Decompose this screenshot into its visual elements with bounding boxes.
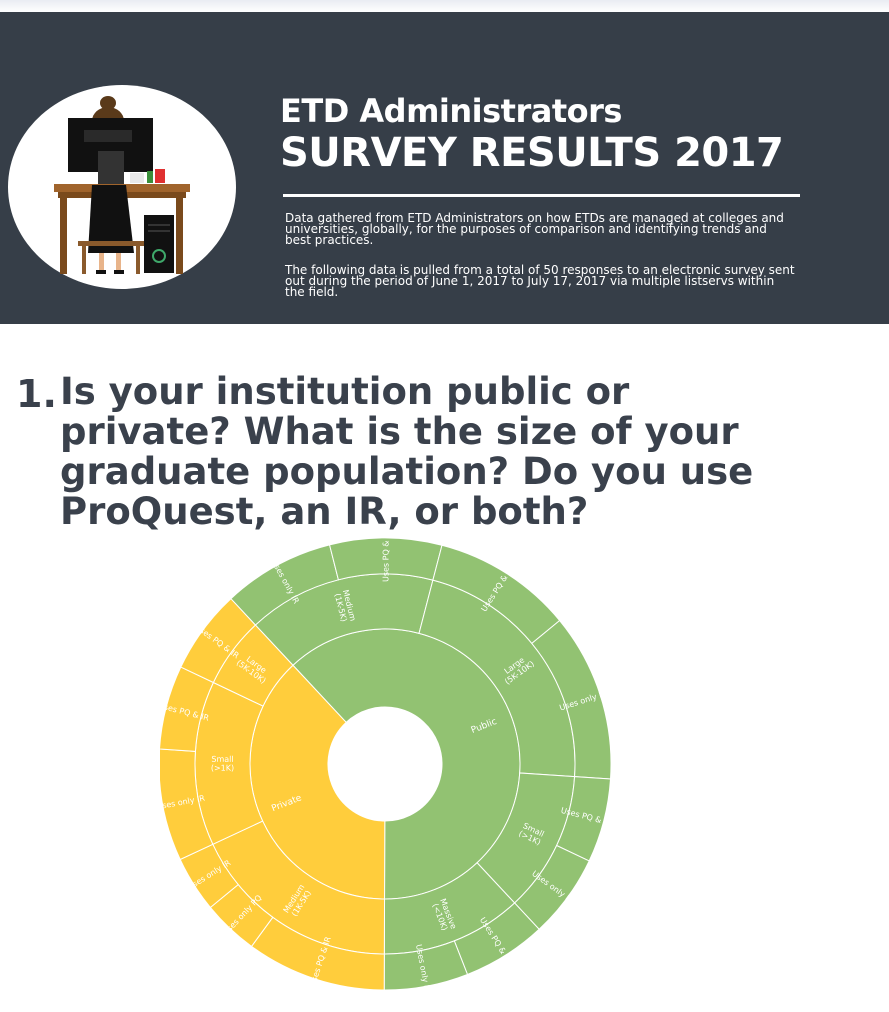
administrator-illustration bbox=[8, 85, 236, 289]
public-medium-1k-5k-uses-pq-ir-label: Uses PQ & IR bbox=[381, 536, 390, 582]
title-divider bbox=[283, 194, 800, 197]
question-number: 1. bbox=[16, 372, 57, 416]
private-small-1k-label: Small (>1K) bbox=[211, 755, 234, 773]
title-line-2: SURVEY RESULTS 2017 bbox=[280, 130, 784, 176]
title-line-1: ETD Administrators bbox=[280, 92, 622, 130]
description-purpose: Data gathered from ETD Administrators on… bbox=[285, 211, 784, 247]
private-large-5k-10k-uses-pq-ir-segment[interactable] bbox=[180, 598, 257, 684]
question-text: Is your institution public or private? W… bbox=[60, 370, 754, 533]
top-strip bbox=[0, 0, 889, 12]
description-method: The following data is pulled from a tota… bbox=[285, 263, 795, 299]
